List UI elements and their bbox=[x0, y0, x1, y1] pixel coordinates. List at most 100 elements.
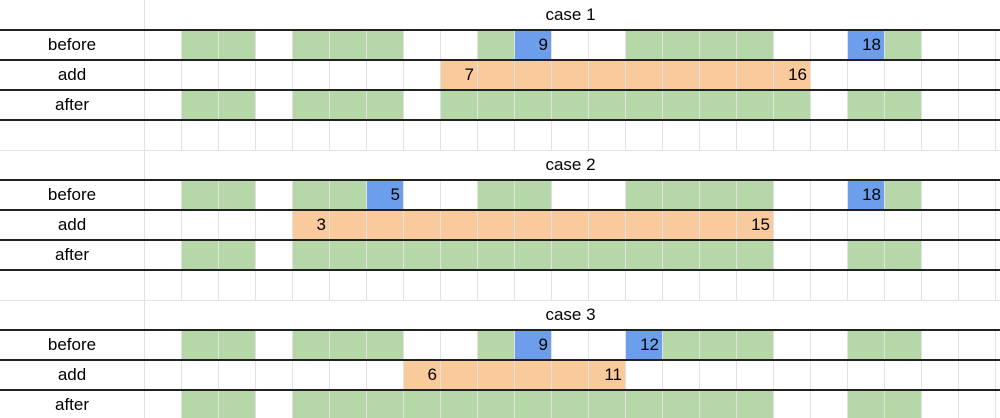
grid-cell[interactable] bbox=[552, 121, 589, 150]
grid-cell[interactable] bbox=[219, 121, 256, 150]
grid-cell[interactable] bbox=[552, 211, 589, 239]
grid-cell[interactable] bbox=[145, 271, 182, 300]
grid-cell[interactable] bbox=[552, 61, 589, 89]
grid-cell[interactable] bbox=[922, 271, 959, 300]
grid-cell[interactable] bbox=[404, 181, 441, 209]
grid-cell[interactable] bbox=[922, 61, 959, 89]
grid-cell[interactable] bbox=[330, 391, 367, 418]
grid-cell[interactable] bbox=[922, 31, 959, 59]
grid-cell[interactable] bbox=[959, 61, 996, 89]
grid-cell[interactable] bbox=[885, 361, 922, 389]
grid-cell[interactable] bbox=[922, 121, 959, 150]
row-label[interactable]: add bbox=[0, 211, 145, 239]
grid-cell[interactable] bbox=[441, 241, 478, 269]
grid-cell[interactable] bbox=[774, 391, 811, 418]
grid-cell[interactable] bbox=[293, 391, 330, 418]
grid-cell[interactable] bbox=[737, 391, 774, 418]
grid-cell[interactable] bbox=[626, 91, 663, 119]
grid-cell[interactable] bbox=[367, 391, 404, 418]
grid-cell[interactable] bbox=[219, 181, 256, 209]
grid-cell[interactable] bbox=[700, 181, 737, 209]
label-cell[interactable] bbox=[0, 0, 145, 29]
grid-cell[interactable] bbox=[182, 271, 219, 300]
grid-cell[interactable] bbox=[737, 31, 774, 59]
row-label[interactable]: after bbox=[0, 91, 145, 119]
grid-cell[interactable] bbox=[478, 241, 515, 269]
grid-cell[interactable] bbox=[330, 271, 367, 300]
grid-cell[interactable] bbox=[367, 61, 404, 89]
grid-cell[interactable] bbox=[737, 271, 774, 300]
grid-cell[interactable] bbox=[330, 91, 367, 119]
grid-cell[interactable] bbox=[367, 331, 404, 359]
row-label[interactable]: after bbox=[0, 391, 145, 418]
grid-cell[interactable] bbox=[441, 211, 478, 239]
grid-cell[interactable] bbox=[811, 211, 848, 239]
row-label[interactable]: add bbox=[0, 361, 145, 389]
grid-cell[interactable]: 15 bbox=[737, 211, 774, 239]
grid-cell[interactable] bbox=[182, 331, 219, 359]
grid-cell[interactable] bbox=[441, 361, 478, 389]
grid-cell[interactable] bbox=[256, 31, 293, 59]
grid-cell[interactable] bbox=[885, 61, 922, 89]
grid-cell[interactable] bbox=[256, 391, 293, 418]
grid-cell[interactable] bbox=[367, 121, 404, 150]
grid-cell[interactable] bbox=[700, 331, 737, 359]
grid-cell[interactable] bbox=[367, 91, 404, 119]
grid-cell[interactable] bbox=[182, 211, 219, 239]
grid-cell[interactable] bbox=[552, 391, 589, 418]
grid-cell[interactable] bbox=[478, 31, 515, 59]
grid-cell[interactable] bbox=[145, 181, 182, 209]
grid-cell[interactable] bbox=[959, 271, 996, 300]
grid-cell[interactable] bbox=[478, 361, 515, 389]
grid-cell[interactable] bbox=[293, 331, 330, 359]
grid-cell[interactable]: 6 bbox=[404, 361, 441, 389]
grid-cell[interactable] bbox=[330, 211, 367, 239]
grid-cell[interactable] bbox=[848, 91, 885, 119]
grid-cell[interactable] bbox=[811, 271, 848, 300]
grid-cell[interactable] bbox=[145, 211, 182, 239]
grid-cell[interactable] bbox=[330, 331, 367, 359]
grid-cell[interactable]: 18 bbox=[848, 31, 885, 59]
grid-cell[interactable] bbox=[404, 211, 441, 239]
grid-cell[interactable] bbox=[293, 61, 330, 89]
grid-cell[interactable]: 9 bbox=[515, 331, 552, 359]
grid-cell[interactable] bbox=[663, 271, 700, 300]
grid-cell[interactable] bbox=[478, 211, 515, 239]
grid-cell[interactable] bbox=[700, 391, 737, 418]
grid-cell[interactable] bbox=[478, 91, 515, 119]
grid-cell[interactable] bbox=[293, 31, 330, 59]
grid-cell[interactable] bbox=[663, 181, 700, 209]
grid-cell[interactable] bbox=[700, 61, 737, 89]
grid-cell[interactable] bbox=[219, 361, 256, 389]
grid-cell[interactable] bbox=[330, 121, 367, 150]
grid-cell[interactable] bbox=[404, 121, 441, 150]
grid-cell[interactable] bbox=[589, 391, 626, 418]
grid-cell[interactable] bbox=[626, 211, 663, 239]
grid-cell[interactable] bbox=[367, 361, 404, 389]
grid-cell[interactable] bbox=[404, 331, 441, 359]
grid-cell[interactable] bbox=[885, 331, 922, 359]
grid-cell[interactable] bbox=[700, 31, 737, 59]
grid-cell[interactable] bbox=[478, 391, 515, 418]
grid-cell[interactable] bbox=[293, 91, 330, 119]
grid-cell[interactable] bbox=[959, 391, 996, 418]
grid-cell[interactable] bbox=[256, 181, 293, 209]
grid-cell[interactable] bbox=[404, 271, 441, 300]
grid-cell[interactable] bbox=[552, 181, 589, 209]
grid-cell[interactable] bbox=[885, 241, 922, 269]
grid-cell[interactable] bbox=[256, 211, 293, 239]
grid-cell[interactable] bbox=[663, 331, 700, 359]
grid-cell[interactable] bbox=[589, 121, 626, 150]
grid-cell[interactable] bbox=[330, 61, 367, 89]
grid-cell[interactable] bbox=[626, 361, 663, 389]
grid-cell[interactable] bbox=[885, 121, 922, 150]
grid-cell[interactable] bbox=[663, 391, 700, 418]
grid-cell[interactable] bbox=[663, 241, 700, 269]
grid-cell[interactable] bbox=[404, 241, 441, 269]
grid-cell[interactable] bbox=[515, 271, 552, 300]
grid-cell[interactable] bbox=[589, 91, 626, 119]
label-cell[interactable] bbox=[0, 271, 145, 300]
grid-cell[interactable] bbox=[700, 91, 737, 119]
grid-cell[interactable] bbox=[478, 271, 515, 300]
label-cell[interactable] bbox=[0, 151, 145, 179]
